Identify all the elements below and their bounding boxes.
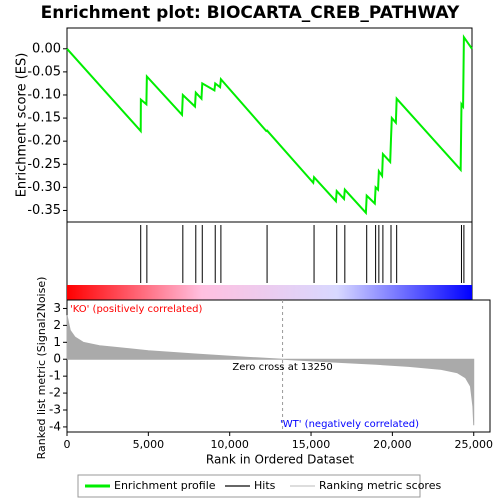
neg-label: 'WT' (negatively correlated): [280, 419, 419, 430]
y-tick-label: 3: [53, 301, 61, 315]
zero-cross-label: Zero cross at 13250: [232, 362, 332, 373]
x-tick-label: 0: [64, 438, 71, 451]
legend-label: Hits: [254, 479, 276, 492]
pos-label: 'KO' (positively correlated): [70, 304, 202, 315]
y-axis-label: Enrichment score (ES): [15, 53, 30, 198]
y-tick-label: -4: [49, 419, 61, 433]
legend-label: Ranking metric scores: [319, 479, 441, 492]
y-tick-label: 0: [53, 352, 61, 366]
y-tick-label: -0.20: [27, 134, 61, 149]
x-tick-label: 15,000: [292, 438, 331, 451]
y-tick-label: -0.30: [27, 180, 61, 195]
y-tick-label: 1: [53, 335, 61, 349]
y-tick-label: -0.10: [27, 87, 61, 102]
x-tick-label: 25,000: [454, 438, 493, 451]
y-axis-label: Ranked list metric (Signal2Noise): [35, 277, 48, 460]
x-axis-label: Rank in Ordered Dataset: [206, 453, 354, 467]
y-tick-label: 2: [53, 318, 61, 332]
x-tick-label: 5,000: [133, 438, 165, 451]
y-tick-label: -0.15: [27, 111, 61, 126]
y-tick-label: 0.00: [32, 41, 61, 56]
y-tick-label: -3: [49, 403, 61, 417]
chart-title: Enrichment plot: BIOCARTA_CREB_PATHWAY: [41, 3, 460, 23]
y-tick-label: -0.25: [27, 157, 61, 172]
y-tick-label: -0.35: [27, 203, 61, 218]
y-tick-label: -1: [49, 369, 61, 383]
plot-frame: [66, 27, 473, 223]
metric-area: [66, 315, 475, 426]
y-tick-label: -0.05: [27, 64, 61, 79]
y-tick-label: -2: [49, 386, 61, 400]
legend-label: Enrichment profile: [114, 479, 216, 492]
enrichment-line: [66, 34, 473, 216]
x-tick-label: 20,000: [373, 438, 412, 451]
color-bar: [67, 285, 472, 300]
x-tick-label: 10,000: [210, 438, 249, 451]
